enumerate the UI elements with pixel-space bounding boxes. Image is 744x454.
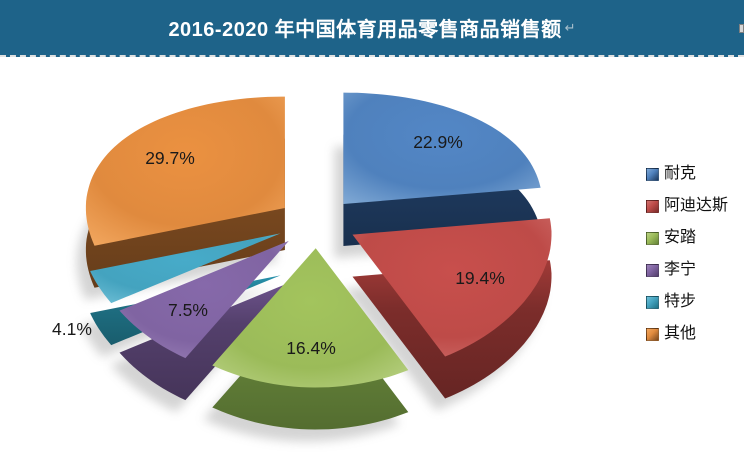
pie-slice-3[interactable] <box>119 240 289 359</box>
pie-slice-0[interactable] <box>343 92 541 204</box>
legend-label: 李宁 <box>664 261 697 278</box>
legend-label: 耐克 <box>664 165 697 182</box>
legend-label: 安踏 <box>664 229 697 246</box>
legend-label: 其他 <box>664 325 697 342</box>
legend-swatch-icon <box>646 231 659 245</box>
paragraph-mark-icon: ↵ <box>564 19 576 35</box>
slice-label-4: 4.1% <box>52 319 92 339</box>
pie-slice-5[interactable] <box>85 96 285 246</box>
legend: 耐克阿迪达斯安踏李宁特步其他 <box>646 165 728 357</box>
legend-item-0[interactable]: 耐克 <box>646 165 728 183</box>
legend-swatch-icon <box>646 199 659 213</box>
slice-label-2: 16.4% <box>286 338 336 358</box>
legend-item-3[interactable]: 李宁 <box>646 261 728 279</box>
title-banner[interactable]: 2016-2020 年中国体育用品零售商品销售额 ↵ <box>0 0 744 57</box>
legend-swatch-icon <box>646 327 659 341</box>
legend-item-4[interactable]: 特步 <box>646 293 728 311</box>
slice-label-5: 29.7% <box>145 148 195 168</box>
pie-slice-2[interactable] <box>212 248 409 388</box>
legend-label: 特步 <box>664 293 697 310</box>
legend-label: 阿迪达斯 <box>664 197 729 214</box>
legend-swatch-icon <box>646 295 659 309</box>
chart-title: 2016-2020 年中国体育用品零售商品销售额 <box>168 19 562 41</box>
pie-slice-wall-3[interactable] <box>119 282 289 401</box>
slice-label-3: 7.5% <box>168 300 208 320</box>
slice-label-0: 22.9% <box>413 132 463 152</box>
legend-swatch-icon <box>646 167 659 181</box>
pie-slice-4[interactable] <box>90 233 281 304</box>
slice-label-1: 19.4% <box>455 268 505 288</box>
pie-slice-1[interactable] <box>352 218 552 357</box>
legend-item-2[interactable]: 安踏 <box>646 229 728 247</box>
legend-item-1[interactable]: 阿迪达斯 <box>646 197 728 215</box>
legend-item-5[interactable]: 其他 <box>646 325 728 343</box>
legend-swatch-icon <box>646 263 659 277</box>
